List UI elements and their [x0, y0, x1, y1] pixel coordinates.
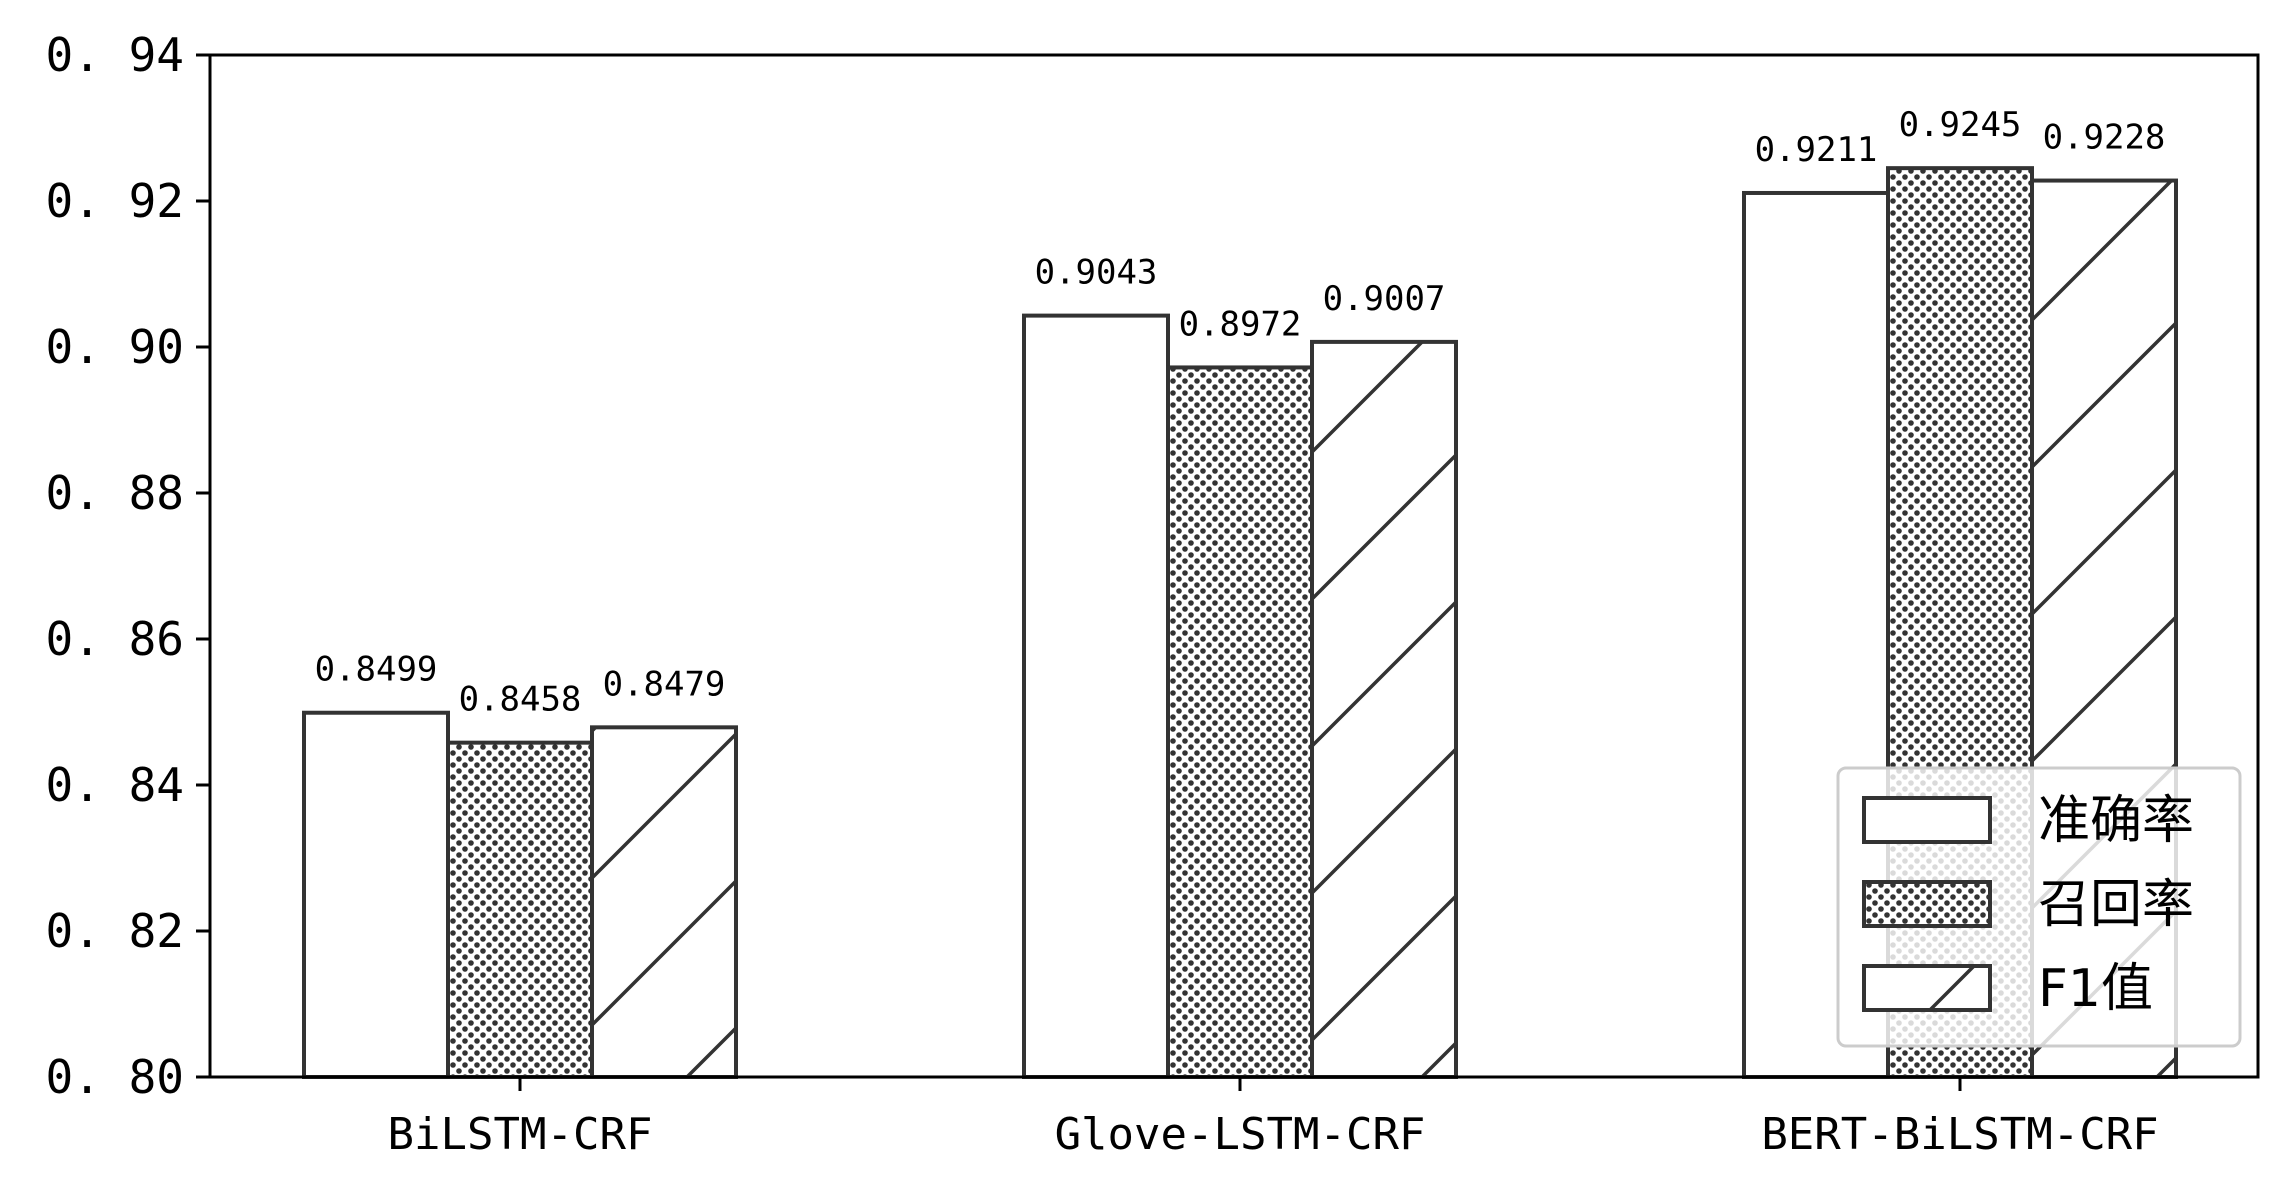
y-tick-label: 0. 84 [46, 758, 184, 812]
axes-layer: 0. 80 0. 82 0. 84 0. 86 0. 88 0. 90 0. 92 0. 94… [46, 28, 2260, 1160]
legend-swatch-dots [1862, 880, 1992, 928]
y-tick-label: 0. 80 [46, 1050, 184, 1104]
data-label: 0.9228 [2043, 118, 2166, 158]
legend-label: F1值 [2038, 959, 2153, 1019]
bar-plain-0 [302, 710, 450, 1079]
data-label: 0.8479 [603, 664, 726, 704]
plot-frame [208, 53, 2260, 1079]
data-label: 0.8499 [315, 650, 438, 690]
bar-dots-1 [1166, 365, 1314, 1079]
data-label: 0.8972 [1179, 304, 1302, 344]
y-tick-label: 0. 92 [46, 174, 184, 228]
y-tick-label: 0. 90 [46, 320, 184, 374]
x-tick-label: Glove-LSTM-CRF [1055, 1109, 1426, 1160]
x-tick-label: BiLSTM-CRF [388, 1109, 653, 1160]
y-tick-label: 0. 86 [46, 612, 184, 666]
data-label: 0.9043 [1035, 253, 1158, 293]
legend-swatch-hatch [1862, 964, 1992, 1012]
y-tick-label: 0. 88 [46, 466, 184, 520]
data-label: 0.9211 [1755, 130, 1878, 170]
y-tick-label: 0. 82 [46, 904, 184, 958]
bar-hatch-1 [1310, 339, 1458, 1079]
legend-label: 召回率 [2038, 875, 2194, 935]
legend-swatch-plain [1862, 796, 1992, 844]
legend-label: 准确率 [2038, 791, 2194, 851]
y-tick-label: 0. 94 [46, 28, 184, 82]
data-label: 0.8458 [459, 680, 582, 720]
data-labels-layer: 0.8499 0.9043 0.9211 0.8458 0.8972 0.9245 0.84… [315, 105, 2166, 720]
x-tick-label: BERT-BiLSTM-CRF [1761, 1109, 2158, 1160]
data-label: 0.9007 [1323, 279, 1446, 319]
data-label: 0.9245 [1899, 105, 2022, 145]
bar-plain-1 [1022, 313, 1170, 1079]
bar-dots-0 [446, 740, 594, 1079]
bar-hatch-0 [590, 725, 738, 1080]
